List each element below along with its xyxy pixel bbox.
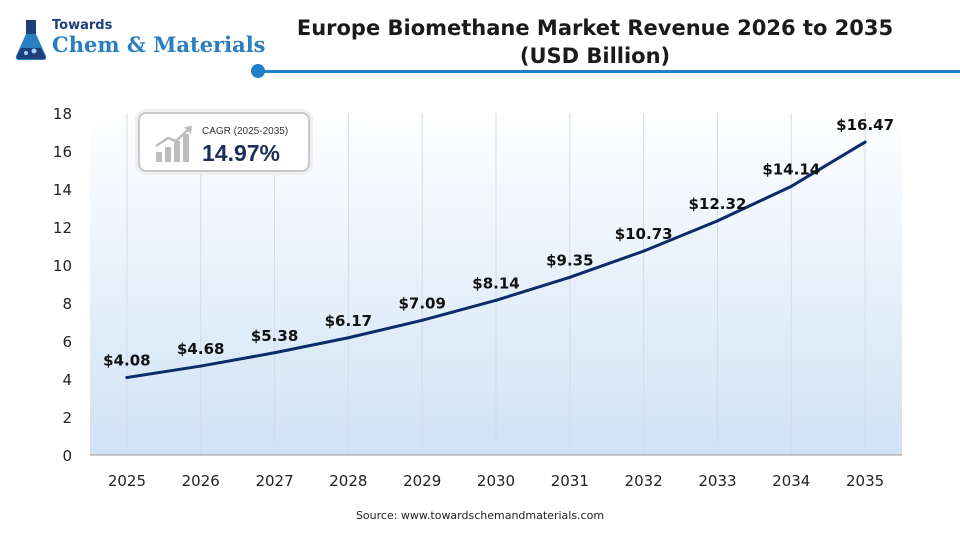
data-label-2032: $10.73 xyxy=(615,225,673,243)
chart-title-line-1: Europe Biomethane Market Revenue 2026 to… xyxy=(296,16,894,40)
data-point-2033 xyxy=(715,219,719,223)
data-label-2030: $8.14 xyxy=(472,274,519,292)
y-tick-label: 18 xyxy=(53,105,72,123)
x-tick-label: 2028 xyxy=(329,472,367,490)
y-tick-label: 16 xyxy=(53,143,72,161)
x-tick-label: 2032 xyxy=(625,472,663,490)
chart-title-line-2: (USD Billion) xyxy=(519,44,671,68)
data-point-2030 xyxy=(494,298,498,302)
title-divider-dot xyxy=(251,64,265,78)
data-label-2031: $9.35 xyxy=(546,251,593,269)
data-point-2031 xyxy=(568,275,572,279)
x-tick-label: 2027 xyxy=(255,472,293,490)
chart-title: Europe Biomethane Market Revenue 2026 to… xyxy=(285,14,905,70)
x-tick-label: 2031 xyxy=(551,472,589,490)
data-point-2029 xyxy=(420,318,424,322)
y-tick-label: 4 xyxy=(62,371,72,389)
flask-icon xyxy=(15,20,47,60)
x-tick-label: 2033 xyxy=(698,472,736,490)
y-axis-ticks: 0 2 4 6 8 10 12 14 16 18 xyxy=(53,105,72,465)
data-point-2034 xyxy=(789,184,793,188)
data-label-2033: $12.32 xyxy=(689,195,747,213)
data-label-2035: $16.47 xyxy=(836,116,894,134)
data-point-2025 xyxy=(125,375,129,379)
y-tick-label: 14 xyxy=(53,181,72,199)
data-point-2027 xyxy=(273,351,277,355)
x-tick-label: 2030 xyxy=(477,472,515,490)
data-label-2034: $14.14 xyxy=(762,160,820,178)
company-logo: Towards Chem & Materials xyxy=(14,14,266,70)
y-tick-label: 12 xyxy=(53,219,72,237)
data-label-2027: $5.38 xyxy=(251,327,298,345)
y-tick-label: 2 xyxy=(62,409,72,427)
y-tick-label: 6 xyxy=(62,333,72,351)
data-label-2026: $4.68 xyxy=(177,340,224,358)
data-series xyxy=(125,140,867,379)
source-note: Source: www.towardschemandmaterials.com xyxy=(355,509,605,522)
x-tick-label: 2035 xyxy=(846,472,884,490)
data-point-2026 xyxy=(199,364,203,368)
x-tick-label: 2025 xyxy=(108,472,146,490)
data-label-2025: $4.08 xyxy=(103,351,150,369)
x-tick-label: 2026 xyxy=(182,472,220,490)
cagr-value: 14.97% xyxy=(202,140,281,166)
x-tick-label: 2034 xyxy=(772,472,810,490)
title-divider xyxy=(258,70,960,73)
data-point-2028 xyxy=(346,336,350,340)
data-point-2035 xyxy=(863,140,867,144)
growth-bars-icon xyxy=(155,126,192,162)
grid-lines xyxy=(126,113,866,455)
logo-text-towards: Towards xyxy=(52,18,113,33)
x-tick-label: 2029 xyxy=(403,472,441,490)
data-label-2028: $6.17 xyxy=(325,312,372,330)
data-labels: $4.08 $4.68 $5.38 $6.17 $7.09 $8.14 $9.35 $10.7… xyxy=(103,116,894,369)
x-axis-ticks: 2025 2026 2027 2028 2029 2030 2031 2032 2033 2034… xyxy=(108,472,884,490)
logo-text-brand: Chem & Materials xyxy=(52,32,266,57)
data-point-2032 xyxy=(642,249,646,253)
data-label-2029: $7.09 xyxy=(398,294,445,312)
cagr-label: CAGR (2025-2035) xyxy=(202,126,289,137)
y-tick-label: 8 xyxy=(62,295,72,313)
cagr-card: CAGR (2025-2035) 14.97% xyxy=(138,112,310,172)
y-tick-label: 0 xyxy=(62,447,72,465)
y-tick-label: 10 xyxy=(53,257,72,275)
